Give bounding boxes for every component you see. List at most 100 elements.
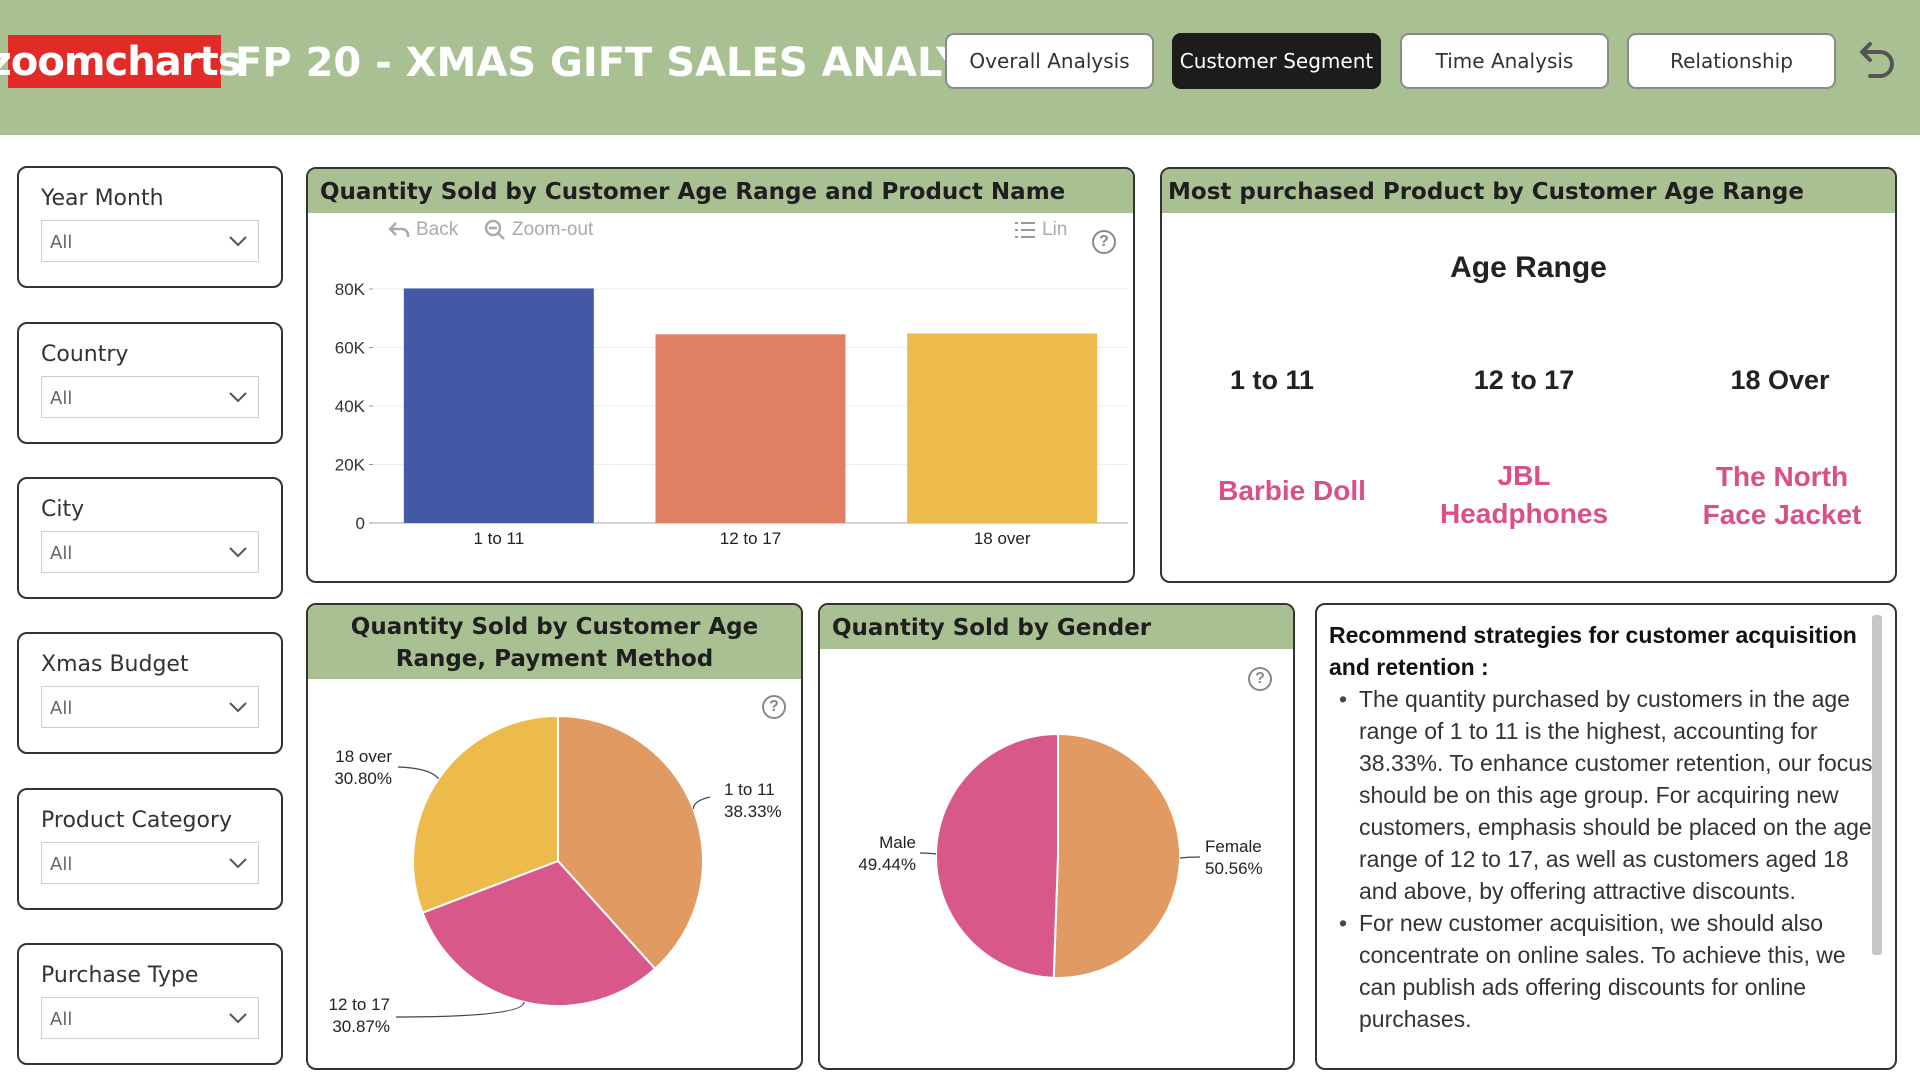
purchase-type-dropdown[interactable]: All: [41, 997, 259, 1039]
product-column-2: JBL Headphones: [1424, 457, 1624, 533]
back-button[interactable]: Back: [388, 219, 458, 241]
slicer-purchase-type: Purchase Type All: [17, 943, 283, 1065]
product-name-line-1: The North: [1715, 461, 1849, 492]
chevron-down-icon: [229, 236, 247, 247]
city-dropdown[interactable]: All: [41, 531, 259, 573]
bar: [907, 333, 1098, 523]
slicer-label: Xmas Budget: [41, 652, 189, 677]
chevron-down-icon: [229, 702, 247, 713]
strategies-title: Recommend strategies for customer acquis…: [1329, 622, 1857, 680]
dropdown-value: All: [50, 1009, 73, 1030]
age-column-1: 1 to 11: [1172, 365, 1372, 396]
slice-value-label: 38.33%: [724, 802, 782, 821]
x-tick-label: 1 to 11: [473, 529, 524, 548]
product-name: Barbie Doll: [1218, 475, 1366, 506]
slicer-year-month: Year Month All: [17, 166, 283, 288]
y-tick-label: 60K: [335, 339, 366, 358]
age-range-label: 12 to 17: [1473, 365, 1575, 395]
chevron-down-icon: [229, 392, 247, 403]
strategy-item: For new customer acquisition, we should …: [1339, 907, 1879, 1035]
slicer-product-category: Product Category All: [17, 788, 283, 910]
slicer-label: Year Month: [41, 186, 164, 211]
xmas-budget-dropdown[interactable]: All: [41, 686, 259, 728]
tab-relationship[interactable]: Relationship: [1627, 33, 1836, 89]
slice-value-label: 50.56%: [1205, 859, 1263, 878]
slice-value-label: 30.87%: [332, 1017, 390, 1036]
slice-label: Male: [879, 833, 916, 852]
back-label: Back: [416, 219, 459, 240]
country-dropdown[interactable]: All: [41, 376, 259, 418]
top-product-panel: Most purchased Product by Customer Age R…: [1160, 167, 1897, 583]
age-column-3: 18 Over: [1680, 365, 1880, 396]
back-arrow-icon: [388, 222, 410, 237]
leader-line: [919, 852, 937, 855]
payment-pie-panel: Quantity Sold by Customer Age Range, Pay…: [306, 603, 803, 1070]
y-tick-label: 0: [356, 514, 365, 533]
leader-line: [692, 796, 711, 810]
age-column-2: 12 to 17: [1424, 365, 1624, 396]
age-range-heading: Age Range: [1450, 251, 1607, 284]
product-name-line-2: Face Jacket: [1702, 499, 1862, 530]
panel-title: Quantity Sold by Customer Age Range, Pay…: [350, 614, 759, 672]
chevron-down-icon: [229, 858, 247, 869]
slice-label: Female: [1205, 837, 1262, 856]
dropdown-value: All: [50, 854, 73, 875]
bar-chart: 0 20K 40K 60K 80K 1 to 11 12 to 17 18 over: [335, 280, 1128, 548]
help-icon[interactable]: ?: [762, 695, 786, 719]
payment-pie-chart: 1 to 11 38.33% 12 to 17 30.87% 18 over 30.80%: [329, 714, 782, 1036]
report-title: FP 20 - XMAS GIFT SALES ANALYSIS: [235, 40, 1038, 86]
y-tick-label: 20K: [335, 456, 366, 475]
dropdown-value: All: [50, 232, 73, 253]
help-icon[interactable]: ?: [1092, 230, 1116, 254]
logo-text: zoomcharts: [0, 38, 241, 85]
zoom-out-button[interactable]: Zoom-out: [484, 219, 593, 241]
gender-pie-panel: Quantity Sold by Gender ? Female 50.56% Ma…: [818, 603, 1295, 1070]
tab-overall-analysis[interactable]: Overall Analysis: [945, 33, 1154, 89]
strategies-scrollbar[interactable]: [1872, 615, 1882, 955]
dropdown-value: All: [50, 698, 73, 719]
slice-label: 1 to 11: [724, 780, 775, 799]
panel-header: Quantity Sold by Gender: [820, 605, 1293, 649]
tab-time-analysis[interactable]: Time Analysis: [1400, 33, 1609, 89]
product-category-dropdown[interactable]: All: [41, 842, 259, 884]
slicer-label: Purchase Type: [41, 963, 199, 988]
pie-slice: [1052, 732, 1181, 979]
panel-header: Quantity Sold by Customer Age Range, Pay…: [308, 605, 801, 679]
pie-slice: [421, 859, 657, 1007]
scale-toggle[interactable]: Lin: [1014, 219, 1067, 241]
product-name-line-1: JBL: [1497, 460, 1551, 491]
product-name-line-2: Headphones: [1439, 498, 1609, 529]
slicer-xmas-budget: Xmas Budget All: [17, 632, 283, 754]
age-range-label: 1 to 11: [1229, 365, 1315, 395]
bar: [655, 334, 846, 523]
zoomcharts-logo: zoomcharts: [0, 35, 241, 88]
product-column-1: Barbie Doll: [1182, 472, 1402, 510]
slicer-label: City: [41, 497, 85, 522]
slicer-label: Product Category: [41, 808, 233, 833]
leader-line: [397, 766, 440, 780]
leader-line: [395, 1001, 525, 1018]
slice-value-label: 30.80%: [334, 769, 392, 788]
product-column-3: The North Face Jacket: [1672, 458, 1892, 534]
panel-title: Quantity Sold by Customer Age Range and …: [320, 179, 1066, 205]
strategy-item: The quantity purchased by customers in t…: [1339, 683, 1879, 907]
leader-line: [1179, 856, 1201, 859]
help-icon[interactable]: ?: [1248, 667, 1272, 691]
dropdown-value: All: [50, 388, 73, 409]
slicer-label: Country: [41, 342, 129, 367]
undo-icon[interactable]: [1850, 38, 1898, 86]
gender-pie-chart: Female 50.56% Male 49.44%: [858, 732, 1263, 979]
list-icon: [1015, 222, 1035, 238]
slice-value-label: 49.44%: [858, 855, 916, 874]
dropdown-value: All: [50, 543, 73, 564]
slicer-city: City All: [17, 477, 283, 599]
tab-customer-segment[interactable]: Customer Segment: [1172, 33, 1381, 89]
strategies-panel: Recommend strategies for customer acquis…: [1315, 603, 1897, 1070]
year-month-dropdown[interactable]: All: [41, 220, 259, 262]
panel-header: Most purchased Product by Customer Age R…: [1162, 169, 1895, 213]
pie-slice: [935, 732, 1059, 979]
panel-title: Quantity Sold by Gender: [832, 615, 1152, 641]
panel-header: Quantity Sold by Customer Age Range and …: [308, 169, 1133, 213]
age-range-label: 18 Over: [1730, 365, 1830, 395]
slice-label: 12 to 17: [329, 995, 390, 1014]
